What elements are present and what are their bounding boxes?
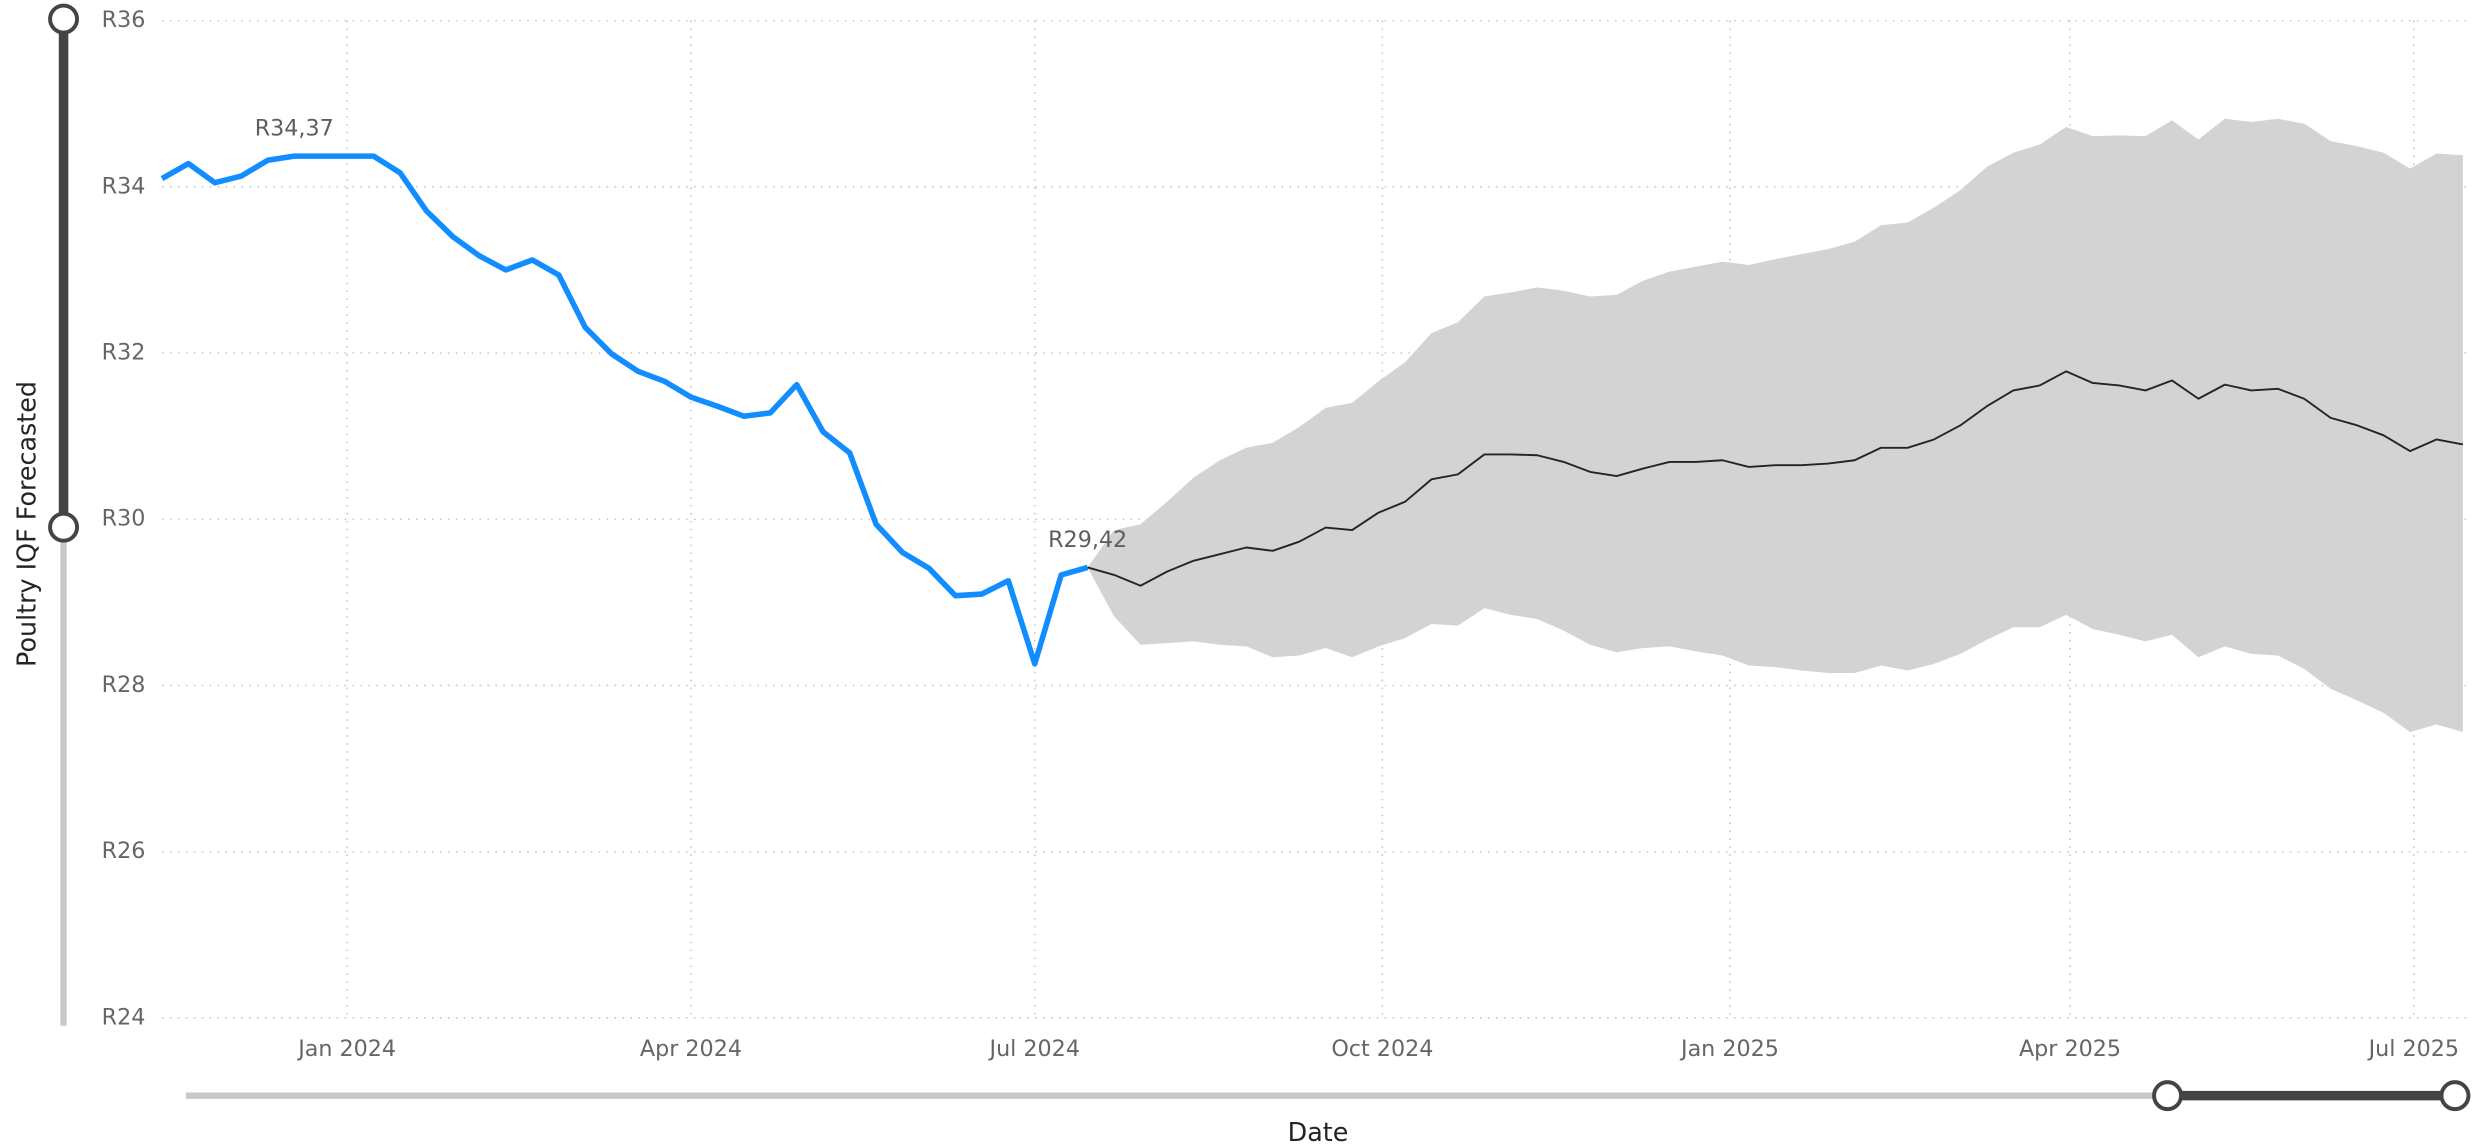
data-label: R34,37 <box>255 116 334 142</box>
x-tick-label: Apr 2024 <box>640 1036 742 1062</box>
x-zoom-slider[interactable] <box>185 1080 2471 1112</box>
y-tick-label: R24 <box>102 1004 146 1030</box>
y-tick-label: R28 <box>102 672 146 698</box>
x-slider-handle[interactable] <box>2439 1080 2471 1112</box>
y-axis-title: Poultry IQF Forecasted <box>12 381 42 667</box>
y-tick-label: R34 <box>102 173 146 199</box>
y-tick-label: R36 <box>102 7 146 33</box>
data-label: R29,42 <box>1048 527 1127 553</box>
plot-area <box>160 19 2471 1019</box>
x-tick-label: Jan 2024 <box>296 1036 396 1062</box>
x-slider-handle[interactable] <box>2152 1080 2184 1112</box>
x-tick-label: Apr 2025 <box>2019 1036 2121 1062</box>
y-slider-handle[interactable] <box>48 511 80 543</box>
y-slider-handle[interactable] <box>48 3 80 35</box>
actual-line <box>160 153 1089 667</box>
forecast-line <box>1087 370 2464 587</box>
forecast-band <box>1087 118 2463 732</box>
x-tick-label: Jul 2024 <box>988 1036 1080 1062</box>
y-tick-label: R30 <box>102 506 146 532</box>
x-tick-label: Oct 2024 <box>1331 1036 1433 1062</box>
y-tick-label: R26 <box>102 838 146 864</box>
x-tick-label: Jan 2025 <box>1679 1036 1779 1062</box>
x-axis-title: Date <box>1288 1117 1349 1146</box>
y-tick-label: R32 <box>102 340 146 366</box>
x-tick-label: Jul 2025 <box>2367 1036 2459 1062</box>
y-zoom-slider[interactable] <box>48 3 80 1026</box>
